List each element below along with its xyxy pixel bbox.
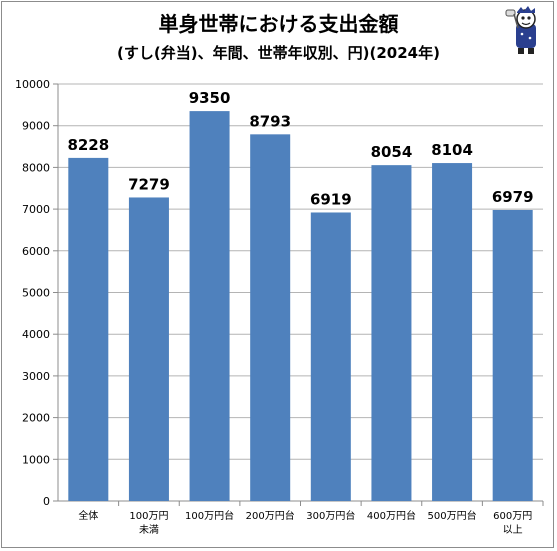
- y-tick-label: 3000: [22, 370, 50, 383]
- category-label-line: 600万円: [493, 511, 532, 522]
- y-tick-label: 0: [43, 495, 50, 508]
- y-tick-label: 1000: [22, 453, 50, 466]
- chart-title: 単身世帯における支出金額: [158, 12, 399, 36]
- data-label: 8054: [371, 143, 413, 161]
- category-label-line: 未満: [139, 524, 159, 536]
- y-tick-label: 8000: [22, 161, 50, 174]
- category-label-line: 100万円台: [185, 509, 234, 522]
- bar: [68, 157, 109, 501]
- category-label-line: 300万円台: [306, 509, 355, 522]
- data-label: 9350: [189, 89, 231, 107]
- category-label: 500万円台: [428, 509, 477, 522]
- data-label: 6919: [310, 190, 352, 208]
- chart-subtitle: (すし(弁当)、年間、世帯年収別、円)(2024年): [117, 44, 440, 62]
- bar: [189, 111, 230, 501]
- data-label: 7279: [128, 175, 170, 193]
- bar: [492, 209, 533, 501]
- bar: [250, 134, 291, 501]
- category-label: 200万円台: [246, 509, 295, 522]
- y-tick-label: 7000: [22, 203, 50, 216]
- y-tick-label: 2000: [22, 412, 50, 425]
- data-label: 8793: [249, 112, 291, 130]
- data-label: 8104: [431, 141, 473, 159]
- bar: [432, 163, 473, 501]
- category-label: 600万円以上: [493, 511, 532, 536]
- category-label: 全体: [78, 509, 98, 522]
- bar: [128, 197, 169, 501]
- y-tick-label: 9000: [22, 120, 50, 133]
- data-label: 8228: [67, 136, 109, 154]
- category-label-line: 500万円台: [428, 509, 477, 522]
- bar: [310, 212, 351, 501]
- y-tick-label: 4000: [22, 328, 50, 341]
- cartoon-mascot-icon: [505, 6, 536, 54]
- y-tick-label: 6000: [22, 245, 50, 258]
- category-label: 100万円未満: [129, 511, 168, 536]
- data-label: 6979: [492, 188, 534, 206]
- category-label-line: 200万円台: [246, 509, 295, 522]
- category-label-line: 400万円台: [367, 509, 416, 522]
- category-label-line: 全体: [78, 509, 98, 522]
- category-label-line: 100万円: [129, 511, 168, 522]
- category-label-line: 以上: [503, 524, 523, 536]
- category-label: 400万円台: [367, 509, 416, 522]
- category-label: 300万円台: [306, 509, 355, 522]
- category-label: 100万円台: [185, 509, 234, 522]
- y-tick-label: 5000: [22, 287, 50, 300]
- bar: [371, 165, 412, 501]
- y-tick-label: 10000: [15, 78, 50, 91]
